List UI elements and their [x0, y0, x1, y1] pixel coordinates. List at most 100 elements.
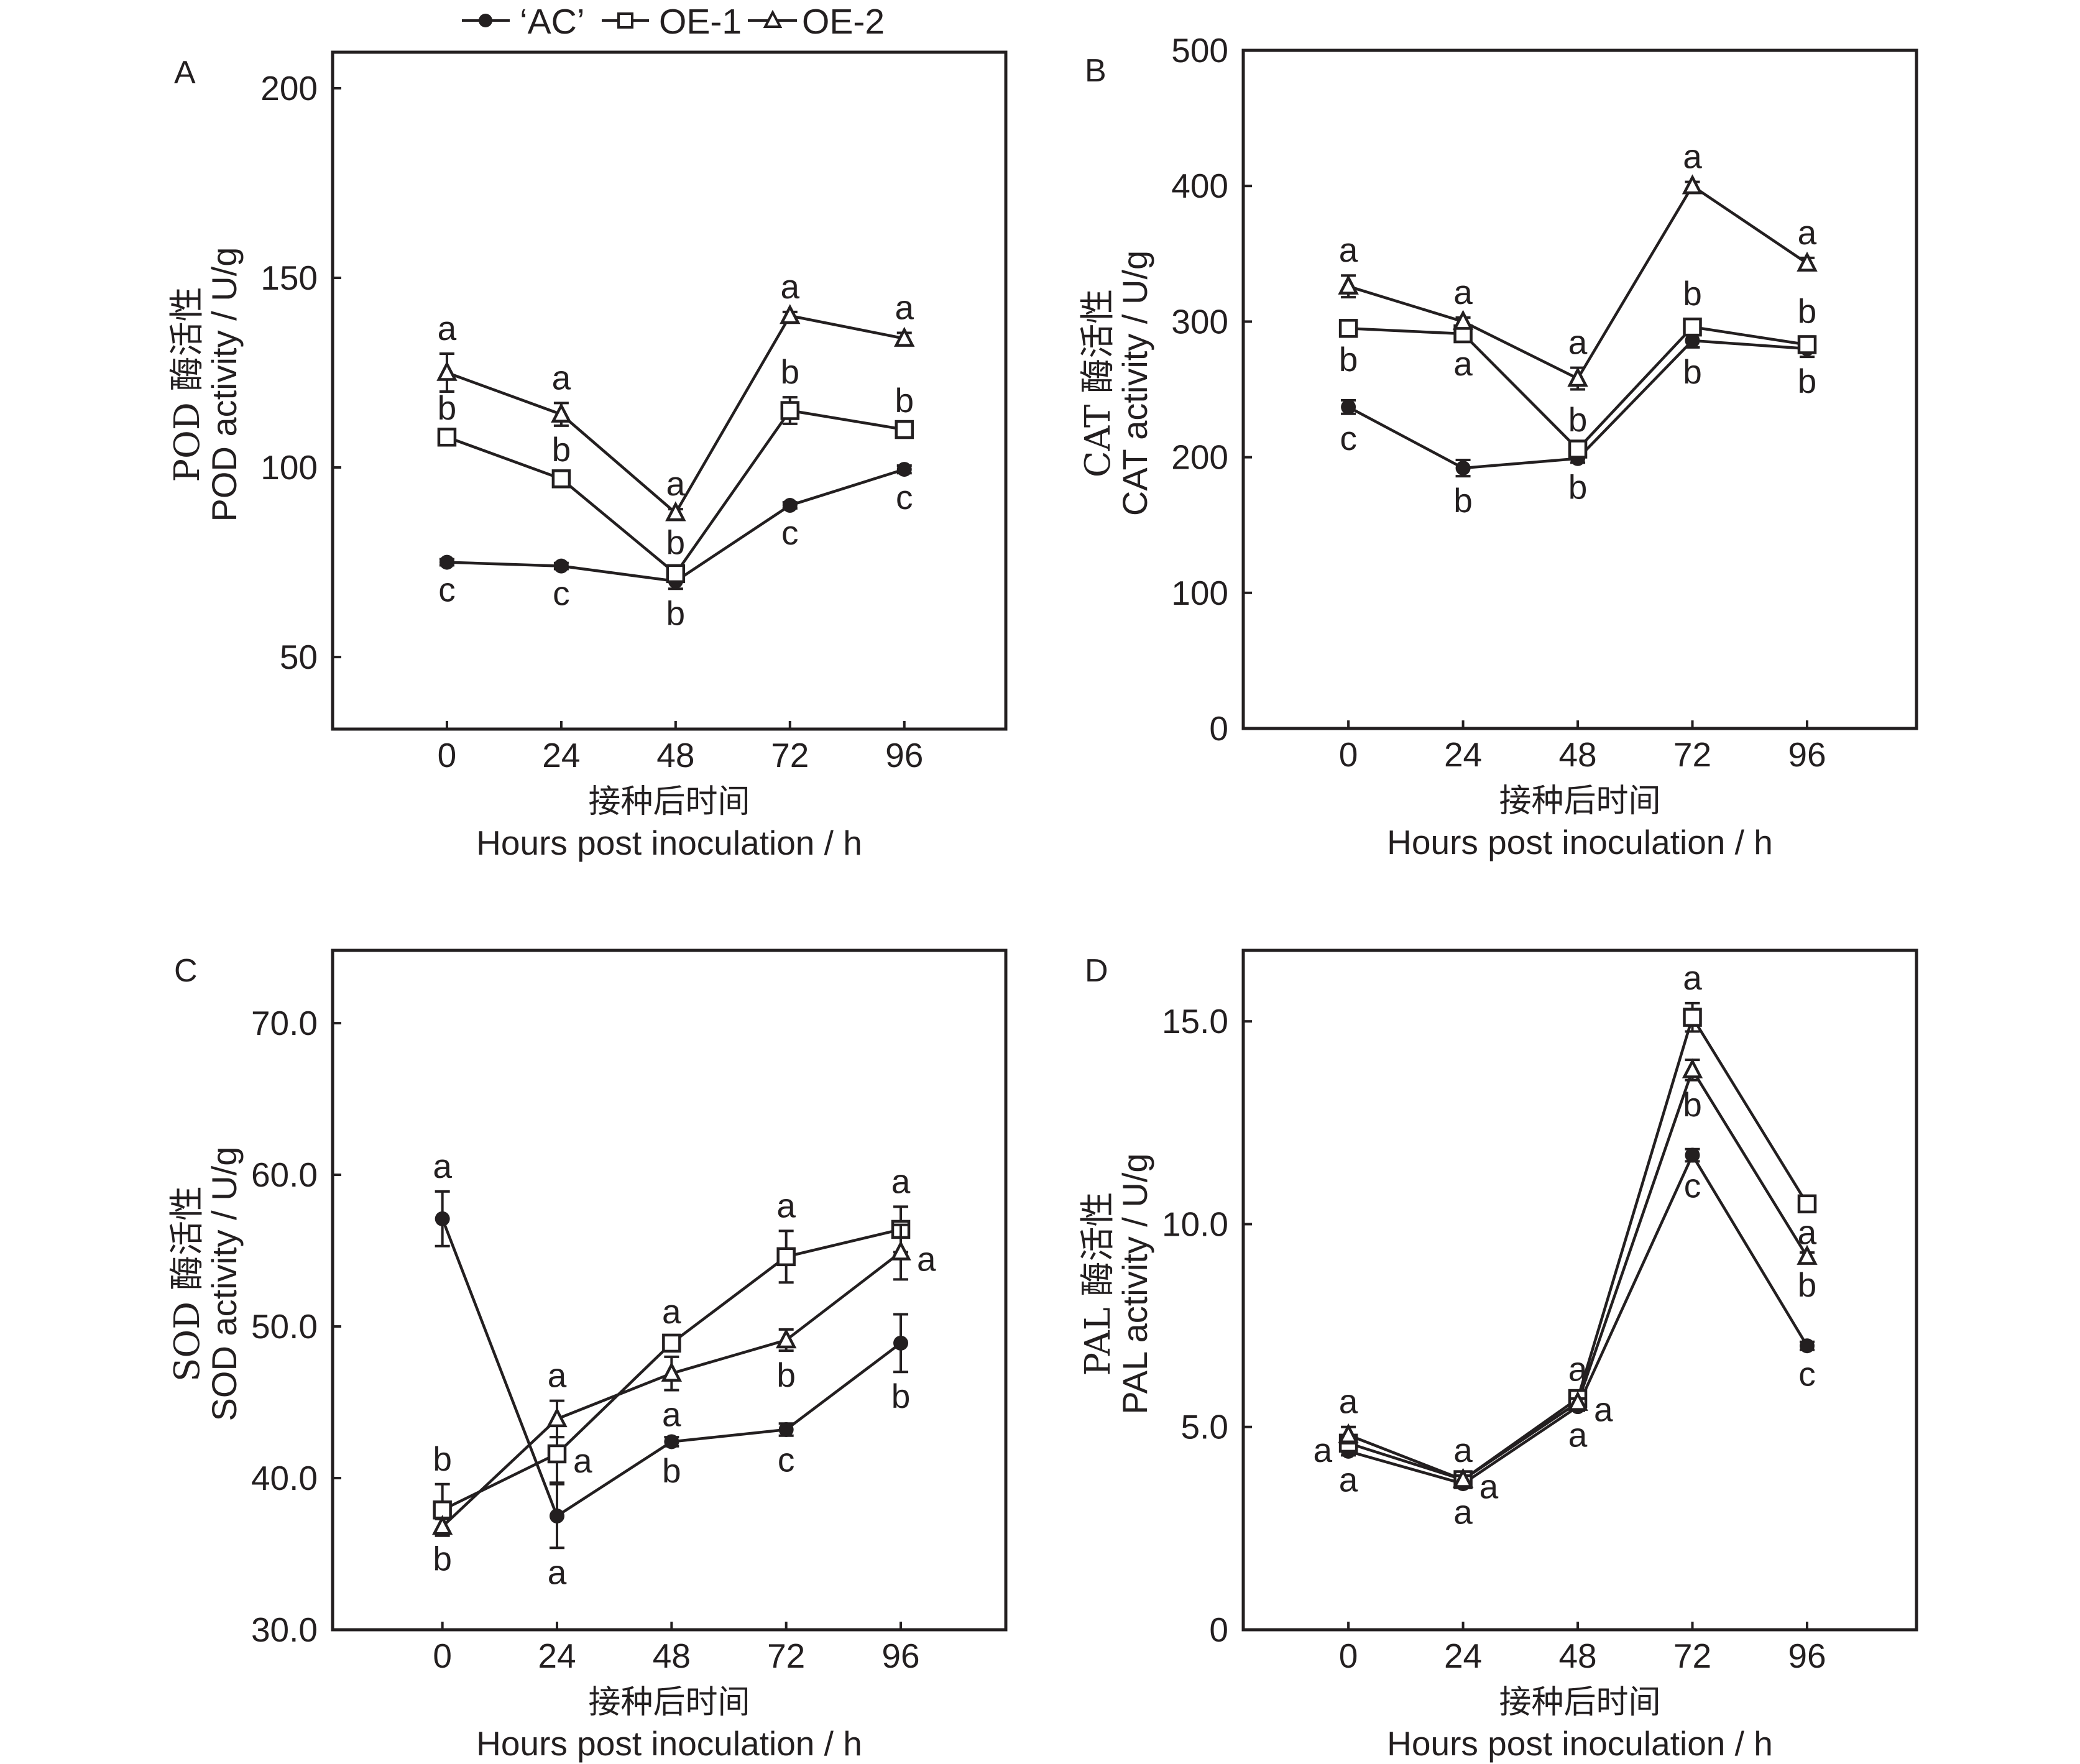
significance-letter: c: [1798, 1355, 1816, 1394]
y-tick-label: 30.0: [251, 1610, 318, 1649]
y-tick-label: 500: [1171, 31, 1228, 70]
y-axis-label-cn: CAT 酶活性: [1078, 289, 1118, 477]
x-axis-label-cn: 接种后时间: [588, 783, 750, 820]
data-point-oe2: [1797, 251, 1818, 272]
significance-letter: a: [1568, 1350, 1588, 1389]
significance-letter: c: [778, 1441, 795, 1479]
data-point-oe2: [1567, 1390, 1588, 1411]
y-tick-label: 50: [280, 638, 318, 676]
data-point-oe2: [436, 361, 458, 381]
data-point-oe1: [776, 1247, 796, 1267]
significance-letter: a: [438, 309, 457, 347]
significance-letter: a: [552, 358, 571, 397]
x-tick-label: 72: [1673, 1637, 1711, 1675]
data-point-oe2: [1452, 1468, 1474, 1488]
x-axis-label-cn: 接种后时间: [588, 1684, 750, 1721]
significance-letter: a: [1314, 1431, 1333, 1469]
significance-letter: a: [1568, 323, 1588, 362]
data-point-oe1: [1338, 319, 1358, 338]
significance-letter: b: [1683, 352, 1702, 391]
significance-letter: a: [662, 1292, 681, 1331]
data-point-ac: [1685, 333, 1700, 348]
panel-a: A POD 酶活性 POD activity / U/g 接种后时间 Hours…: [167, 50, 1008, 862]
significance-letter: a: [1453, 273, 1473, 311]
data-point-oe2: [546, 1407, 568, 1428]
data-point-oe2: [665, 501, 686, 521]
x-axis-label: Hours post inoculation / h: [1387, 1724, 1773, 1763]
x-tick-label: 72: [771, 736, 809, 774]
data-point-oe2: [780, 304, 801, 324]
data-point-oe2: [1797, 1244, 1818, 1265]
significance-letter: a: [1479, 1468, 1499, 1506]
legend-label-oe2: OE-2: [802, 2, 885, 42]
significance-letter: a: [1683, 137, 1702, 176]
data-point-oe1: [1683, 1008, 1702, 1027]
x-tick-label: 0: [1339, 1637, 1358, 1675]
y-axis-label-cn: POD 酶活性: [167, 287, 208, 482]
data-point-ac: [1341, 399, 1356, 415]
x-tick-label: 24: [542, 736, 580, 774]
legend: ‘AC’ OE-1 OE-2: [462, 2, 885, 42]
significance-letter: c: [1684, 1166, 1701, 1205]
x-tick-label: 72: [1673, 735, 1711, 774]
data-point-oe2: [551, 402, 572, 423]
data-point-ac: [778, 1422, 794, 1437]
x-axis-label: Hours post inoculation / h: [1387, 823, 1773, 861]
x-tick-label: 96: [1788, 1637, 1826, 1675]
legend-item-ac: ‘AC’: [462, 2, 585, 42]
significance-letter: a: [573, 1441, 592, 1480]
significance-letter: b: [1453, 481, 1473, 520]
legend-label-ac: ‘AC’: [520, 2, 585, 42]
y-tick-label: 100: [1171, 574, 1228, 612]
data-point-ac: [664, 1434, 679, 1449]
data-point-ac: [893, 1335, 909, 1351]
data-point-ac: [896, 462, 912, 477]
data-point-oe1: [895, 420, 914, 439]
y-tick-label: 15.0: [1162, 1002, 1228, 1040]
significance-letter: a: [1568, 1416, 1588, 1454]
x-tick-label: 72: [767, 1637, 805, 1675]
data-point-oe2: [894, 326, 915, 347]
x-tick-label: 96: [885, 736, 923, 774]
y-tick-label: 400: [1171, 167, 1228, 205]
significance-letter: a: [776, 1186, 796, 1224]
plot-frame: [1241, 48, 1918, 730]
significance-letter: a: [780, 267, 799, 306]
x-axis-label-cn: 接种后时间: [1499, 783, 1660, 820]
data-point-ac: [439, 554, 454, 570]
y-axis-label-cn: PAL 酶活性: [1078, 1192, 1118, 1376]
x-tick-label: 48: [1558, 735, 1596, 774]
y-tick-label: 0: [1209, 709, 1228, 748]
significance-letter: b: [433, 1539, 452, 1578]
panel-letter: B: [1085, 53, 1107, 89]
x-tick-label: 0: [1339, 735, 1358, 774]
significance-letter: c: [1340, 419, 1357, 457]
x-axis-label: Hours post inoculation / h: [476, 1724, 862, 1763]
data-point-oe1: [1568, 439, 1588, 459]
data-point-ac: [782, 498, 798, 513]
significance-letter: a: [548, 1553, 567, 1591]
y-tick-label: 50.0: [251, 1307, 318, 1346]
legend-marker-filled-circle: [479, 14, 492, 27]
panel-d: D PAL 酶活性 PAL activity / U/g 接种后时间 Hours…: [1078, 949, 1918, 1763]
significance-letter: b: [438, 388, 457, 427]
y-axis-label-cn: SOD 酶活性: [167, 1186, 208, 1382]
data-point-ac: [1685, 1147, 1700, 1163]
significance-letter: b: [433, 1440, 452, 1478]
significance-letter: a: [1683, 958, 1702, 997]
plot-frame: [1241, 949, 1918, 1632]
data-point-ac: [553, 558, 569, 574]
panel-b: B CAT 酶活性 CAT activity / U/g 接种后时间 Hours…: [1078, 31, 1918, 861]
significance-letter: b: [662, 1451, 681, 1490]
significance-letter: a: [1339, 231, 1358, 269]
x-tick-label: 48: [1558, 1637, 1596, 1675]
y-tick-label: 40.0: [251, 1459, 318, 1497]
significance-letter: b: [1798, 1266, 1817, 1304]
significance-letter: a: [662, 1395, 681, 1434]
significance-letter: a: [1339, 1460, 1358, 1499]
significance-letter: b: [552, 430, 571, 469]
significance-letter: a: [1798, 213, 1817, 252]
panel-letter: C: [174, 953, 198, 989]
significance-letter: b: [780, 352, 799, 391]
